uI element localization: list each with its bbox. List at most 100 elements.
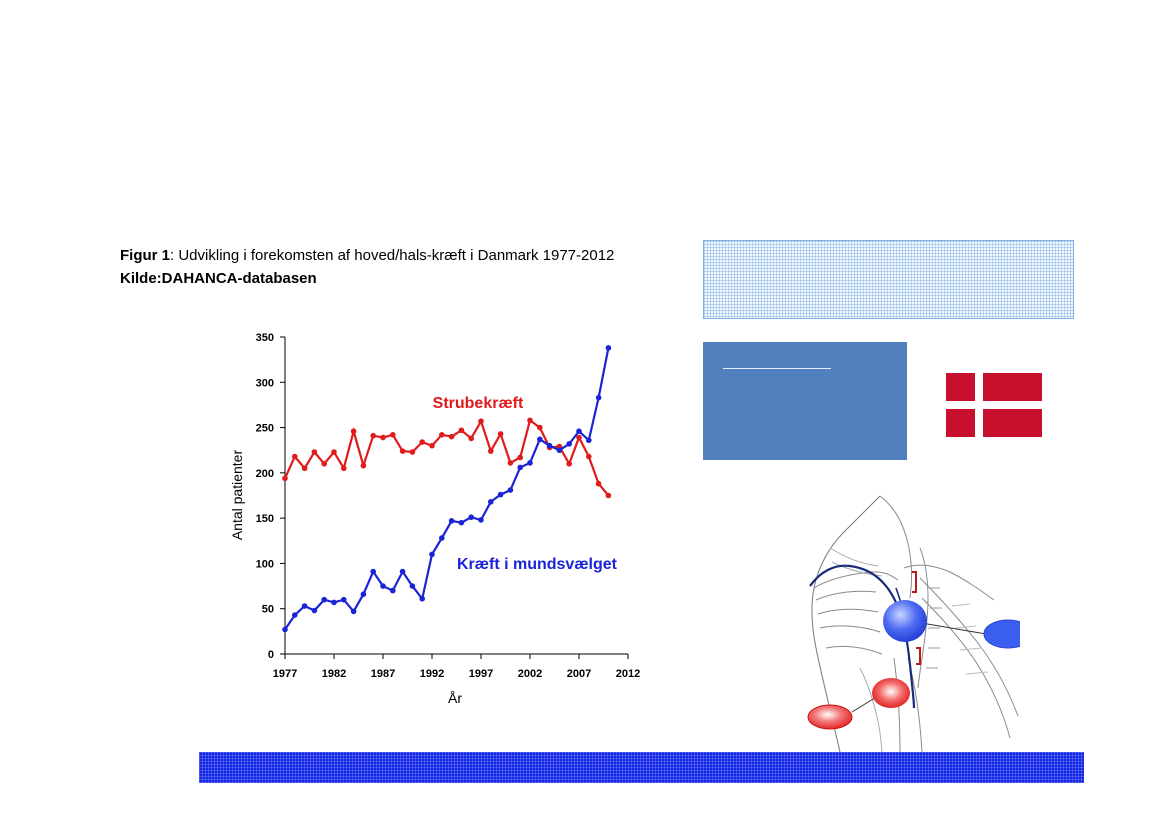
x-tick-label: 1982 xyxy=(322,668,346,680)
data-point-munds xyxy=(419,595,426,602)
data-point-strube xyxy=(576,434,582,441)
data-point-munds xyxy=(301,603,308,609)
data-point-munds xyxy=(370,568,377,575)
data-point-strube xyxy=(350,428,357,434)
y-tick-label: 0 xyxy=(268,649,274,661)
data-point-munds xyxy=(595,394,602,401)
data-point-munds xyxy=(321,596,328,603)
head-neck-anatomy-icon xyxy=(807,495,1020,752)
series-line-strube xyxy=(283,418,610,497)
data-point-strube xyxy=(458,427,465,434)
caption-figure-text: : Udvikling i forekomsten af hoved/hals-… xyxy=(170,247,615,264)
data-point-strube xyxy=(507,460,514,466)
data-point-strube xyxy=(488,448,494,454)
data-point-strube xyxy=(448,433,455,440)
x-tick-label: 1997 xyxy=(469,668,493,680)
data-point-munds xyxy=(429,551,435,558)
data-point-munds xyxy=(380,583,386,589)
data-point-munds xyxy=(497,491,504,498)
data-point-munds xyxy=(458,519,465,526)
data-point-munds xyxy=(360,591,367,598)
data-point-strube xyxy=(468,435,475,442)
y-tick-label: 50 xyxy=(262,604,274,616)
blue-callout-marker xyxy=(983,619,1020,649)
data-point-munds xyxy=(566,441,572,447)
y-tick-label: 100 xyxy=(256,558,274,570)
blue-box-rule xyxy=(723,368,831,369)
footer-bar xyxy=(199,752,1084,783)
x-tick-label: 2007 xyxy=(567,668,591,680)
data-point-strube xyxy=(605,492,612,499)
series-label-strube: Strubekræft xyxy=(433,395,524,412)
data-point-strube xyxy=(282,475,288,482)
data-point-munds xyxy=(576,428,582,434)
data-point-munds xyxy=(448,518,455,524)
y-axis-label: Antal patienter xyxy=(229,450,245,541)
y-tick-label: 150 xyxy=(256,513,274,525)
flag-cross-horizontal xyxy=(946,401,1042,409)
series-line-munds xyxy=(284,347,610,631)
data-point-strube xyxy=(360,462,367,469)
data-point-strube xyxy=(380,434,386,441)
data-point-strube xyxy=(497,431,504,437)
data-point-munds xyxy=(311,607,318,614)
data-point-munds xyxy=(439,535,445,541)
data-point-strube xyxy=(478,418,484,425)
data-point-munds xyxy=(282,626,288,633)
data-point-strube xyxy=(409,449,416,455)
data-point-strube xyxy=(311,449,318,455)
data-point-strube xyxy=(331,449,337,455)
x-tick-label: 2002 xyxy=(518,668,542,680)
data-point-strube xyxy=(595,480,602,487)
caption-figure-label: Figur 1 xyxy=(120,247,171,264)
data-point-strube xyxy=(370,432,377,439)
data-point-munds xyxy=(586,437,592,444)
data-point-strube xyxy=(301,465,308,472)
data-point-munds xyxy=(605,345,612,351)
x-axis-label: År xyxy=(448,690,462,706)
series-label-munds: Kræft i mundsvælget xyxy=(457,556,618,573)
figure-caption: Figur 1: Udvikling i forekomsten af hove… xyxy=(120,244,614,290)
hatched-text-box xyxy=(703,240,1074,319)
y-tick-label: 200 xyxy=(256,468,274,480)
caption-line-2: Kilde:DAHANCA-databasen xyxy=(120,267,614,290)
larynx-mark-upper xyxy=(912,571,917,593)
data-point-munds xyxy=(556,447,563,454)
data-point-strube xyxy=(399,448,406,454)
x-tick-label: 1992 xyxy=(420,668,444,680)
danish-flag-icon xyxy=(946,373,1042,437)
data-point-munds xyxy=(390,587,396,594)
red-callout-marker xyxy=(807,704,853,730)
data-point-strube xyxy=(390,432,396,438)
y-tick-label: 250 xyxy=(256,423,274,435)
data-point-strube xyxy=(439,432,445,438)
x-tick-label: 1977 xyxy=(273,668,297,680)
data-point-strube xyxy=(419,439,426,445)
oropharynx-marker xyxy=(883,600,927,642)
data-point-munds xyxy=(488,499,494,505)
data-point-strube xyxy=(537,424,543,431)
x-tick-label: 2012 xyxy=(616,668,640,680)
data-point-munds xyxy=(546,442,553,449)
data-point-strube xyxy=(517,454,523,461)
caption-line-1: Figur 1: Udvikling i forekomsten af hove… xyxy=(120,244,614,267)
data-point-strube xyxy=(586,453,592,460)
x-tick-label: 1987 xyxy=(371,668,395,680)
data-point-munds xyxy=(468,514,475,521)
data-point-munds xyxy=(517,464,523,471)
data-point-munds xyxy=(527,460,533,466)
data-point-munds xyxy=(537,436,543,443)
data-point-strube xyxy=(429,442,435,449)
data-point-strube xyxy=(527,417,533,424)
data-point-munds xyxy=(409,583,416,589)
y-tick-label: 350 xyxy=(256,332,274,344)
larynx-marker xyxy=(872,678,910,708)
caption-source: Kilde:DAHANCA-databasen xyxy=(120,270,317,287)
data-point-strube xyxy=(566,461,572,467)
data-point-strube xyxy=(341,465,347,472)
blue-info-box xyxy=(703,342,907,460)
data-point-strube xyxy=(292,453,298,460)
data-point-munds xyxy=(341,596,347,603)
data-point-munds xyxy=(399,568,406,575)
